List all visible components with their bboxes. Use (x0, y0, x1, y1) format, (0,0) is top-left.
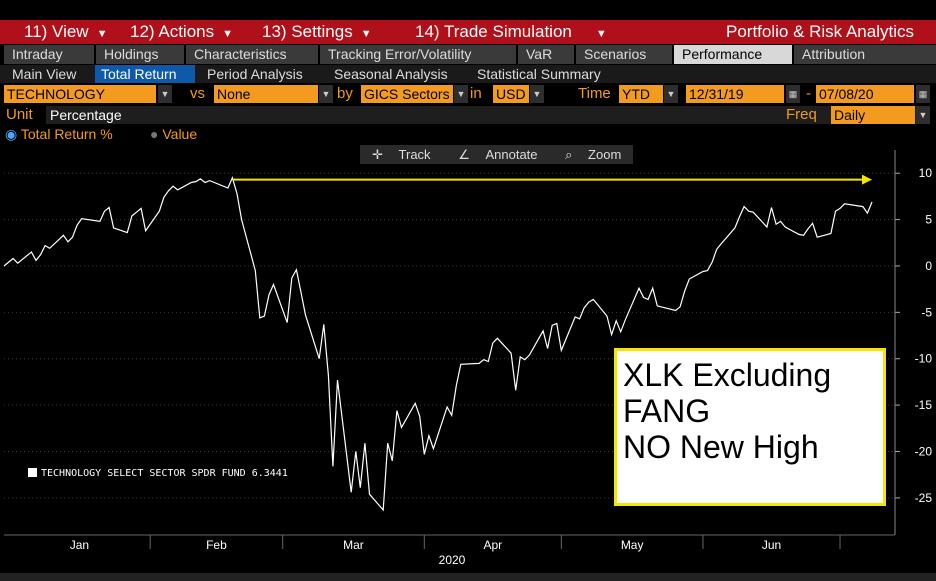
menu-settings[interactable]: 13) Settings ▼ (262, 22, 372, 41)
y-tick-label: -15 (915, 398, 933, 412)
tab-var[interactable]: VaR (518, 45, 574, 64)
tab-bar: Intraday Holdings Characteristics Tracki… (0, 45, 936, 64)
x-axis: Jan Feb Mar Apr May Jun (4, 534, 895, 552)
x-tick-label: Apr (483, 538, 502, 552)
annotation-line-3: NO New High (623, 429, 819, 465)
tab-intraday[interactable]: Intraday (4, 45, 94, 64)
subtab-total-return[interactable]: Total Return (95, 65, 195, 83)
menu-view[interactable]: 11) View ▼ (24, 22, 108, 41)
in-label: in (470, 85, 482, 102)
tab-characteristics[interactable]: Characteristics (186, 45, 318, 64)
time-label: Time (578, 85, 611, 102)
crosshair-icon: ✛ (372, 147, 383, 162)
radio-value[interactable]: ● Value (150, 126, 198, 142)
chevron-down-icon[interactable]: ▼ (158, 85, 172, 103)
subtab-statistical-summary[interactable]: Statistical Summary (477, 66, 601, 82)
chevron-down-icon: ▼ (222, 28, 233, 40)
currency-field[interactable]: USD (493, 85, 529, 103)
chart-grid (4, 172, 895, 499)
status-bar (0, 573, 936, 581)
menu-bar: 11) View ▼ 12) Actions ▼ 13) Settings ▼ 14)… (0, 20, 936, 44)
subtab-main-view[interactable]: Main View (12, 66, 77, 82)
tab-holdings[interactable]: Holdings (96, 45, 184, 64)
x-tick-label: May (621, 538, 644, 552)
y-tick-label: 5 (925, 213, 932, 227)
date-separator: - (806, 85, 811, 102)
end-date-field[interactable]: 07/08/20 (816, 85, 914, 103)
annotation-arrow (232, 174, 872, 185)
freq-field[interactable]: Daily (831, 106, 915, 124)
unit-value: Percentage (46, 106, 916, 124)
magnifier-icon: ⌕ (565, 147, 573, 162)
tab-performance[interactable]: Performance (674, 45, 792, 64)
chevron-down-icon: ▼ (360, 28, 372, 40)
annotate-button[interactable]: ∠ Annotate (446, 147, 549, 162)
radio-selected-icon: ◉ (5, 126, 18, 142)
app-title: Portfolio & Risk Analytics (725, 22, 914, 41)
series-line (3, 176, 873, 512)
y-axis: 10 5 0 -5 -10 -15 -20 -25 (894, 150, 933, 535)
period-field[interactable]: YTD (619, 85, 663, 103)
start-date-field[interactable]: 12/31/19 (686, 85, 784, 103)
chevron-down-icon[interactable]: ▼ (916, 106, 930, 124)
chevron-down-icon: ▼ (96, 28, 108, 40)
track-button[interactable]: ✛ Track (360, 147, 443, 162)
x-axis-label: 2020 (439, 553, 466, 567)
y-tick-label: -25 (915, 491, 933, 505)
tab-tracking-error[interactable]: Tracking Error/Volatility (320, 45, 516, 64)
vs-label: vs (190, 85, 205, 102)
legend-swatch (28, 468, 37, 477)
chart-legend[interactable]: TECHNOLOGY SELECT SECTOR SPDR FUND 6.344… (28, 465, 288, 482)
y-tick-label: -20 (915, 445, 933, 459)
chevron-down-icon[interactable]: ▼ (319, 85, 333, 103)
tab-attribution[interactable]: Attribution (794, 45, 936, 64)
chevron-down-icon[interactable]: ▼ (454, 85, 468, 103)
menu-trade-simulation[interactable]: 14) Trade Simulation ▼ (415, 22, 607, 41)
chevron-down-icon: ▼ (595, 28, 607, 40)
chart-toolbar: ✛ Track ∠ Annotate ⌕ Zoom (360, 145, 634, 164)
chevron-down-icon[interactable]: ▼ (664, 85, 678, 103)
tab-scenarios[interactable]: Scenarios (576, 45, 672, 64)
annotation-line-1: XLK Excluding (623, 357, 832, 393)
x-tick-label: Jan (70, 538, 89, 552)
y-tick-label: 0 (925, 259, 932, 273)
freq-label: Freq (786, 106, 817, 123)
x-tick-label: Feb (206, 538, 227, 552)
subtab-bar: Main View Total Return Period Analysis S… (0, 65, 936, 83)
chevron-down-icon[interactable]: ▼ (530, 85, 544, 103)
subtab-seasonal-analysis[interactable]: Seasonal Analysis (334, 66, 448, 82)
grouping-field[interactable]: GICS Sectors (361, 85, 453, 103)
menu-actions[interactable]: 12) Actions ▼ (130, 22, 233, 41)
radio-total-return[interactable]: ◉ Total Return % (5, 126, 113, 142)
subtab-period-analysis[interactable]: Period Analysis (207, 66, 303, 82)
by-label: by (337, 85, 353, 102)
annotation-box[interactable]: XLK Excluding FANG NO New High (614, 348, 886, 506)
pen-icon: ∠ (458, 147, 470, 162)
y-tick-label: -10 (915, 352, 933, 366)
radio-unselected-icon: ● (150, 126, 159, 142)
benchmark-field[interactable]: None (214, 85, 318, 103)
unit-label: Unit (6, 106, 33, 123)
calendar-icon[interactable]: ▦ (786, 85, 800, 103)
annotation-line-2: FANG (623, 393, 711, 429)
calendar-icon[interactable]: ▦ (916, 85, 930, 103)
arrow-head (862, 174, 872, 185)
y-tick-label: 10 (919, 166, 933, 180)
zoom-button[interactable]: ⌕ Zoom (553, 147, 633, 162)
y-tick-label: -5 (921, 305, 932, 319)
x-tick-label: Jun (762, 538, 781, 552)
x-tick-label: Mar (343, 538, 364, 552)
